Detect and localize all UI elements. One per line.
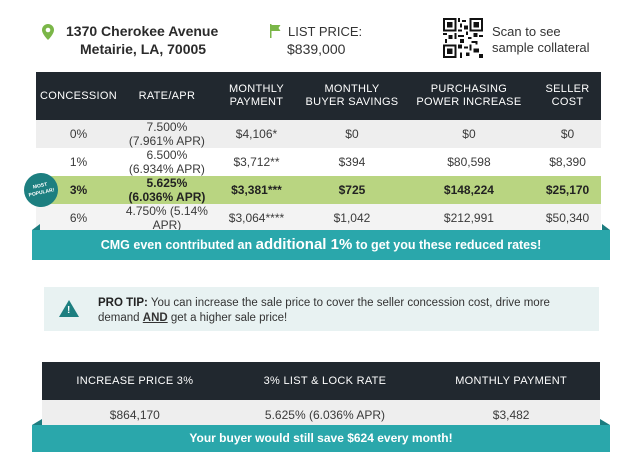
scan-instruction-line-2: sample collateral (492, 40, 590, 55)
address-line-1: 1370 Cherokee Avenue (66, 23, 219, 39)
ribbon-fold-left (32, 419, 42, 425)
table-cell: $0 (403, 120, 535, 148)
location-pin-icon (42, 24, 54, 40)
table-row: 1% 6.500% (6.934% APR) $3,712** $394 $80… (36, 148, 601, 176)
ribbon-fold-right (600, 419, 610, 425)
table-cell: $0 (300, 120, 404, 148)
table-cell: $3,381*** (212, 176, 301, 204)
table-cell: $4,106* (212, 120, 301, 148)
table-row: 6% 4.750% (5.14% APR) $3,064**** $1,042 … (36, 204, 601, 232)
col-header-rate: RATE/APR (120, 72, 213, 120)
table-cell: $725 (300, 176, 404, 204)
table-cell: $864,170 (42, 400, 228, 429)
warning-icon (59, 300, 79, 317)
scan-instruction-line-1: Scan to see (492, 24, 561, 39)
price-increase-table: INCREASE PRICE 3% 3% LIST & LOCK RATE MO… (42, 362, 600, 429)
top-strip (0, 0, 640, 12)
pro-tip-label: PRO TIP: (98, 297, 148, 309)
col-header-concession: CONCESSION (36, 72, 121, 120)
table-cell: $394 (300, 148, 404, 176)
banner-suffix: to get you these reduced rates! (352, 238, 542, 252)
table-row-highlighted: 3% 5.625% (6.036% APR) $3,381*** $725 $1… (36, 176, 601, 204)
col-header-increase-price: INCREASE PRICE 3% (42, 362, 228, 400)
warning-icon-mark: ! (67, 305, 71, 316)
col-header-purchasing-power: PURCHASING POWER INCREASE (403, 72, 535, 120)
address-line-2: Metairie, LA, 70005 (80, 41, 207, 57)
table-cell: 4.750% (5.14% APR) (120, 204, 213, 232)
table-cell: $80,598 (403, 148, 535, 176)
col-header-monthly-payment: MONTHLY PAYMENT (212, 72, 301, 120)
price-tag-icon (270, 24, 281, 38)
pro-tip-body-1: You can increase the sale price to cover… (98, 297, 550, 324)
table-cell: $3,482 (422, 400, 600, 429)
table-cell: 7.500% (7.961% APR) (120, 120, 213, 148)
list-price-value: $839,000 (287, 41, 346, 57)
table-cell: $25,170 (534, 176, 601, 204)
pro-tip-and: AND (142, 312, 168, 324)
table-cell: 0% (36, 120, 121, 148)
list-price-label: LIST PRICE: (288, 24, 363, 39)
table-cell: 5.625% (6.036% APR) (120, 176, 213, 204)
savings-banner: Your buyer would still save $624 every m… (32, 425, 610, 452)
table-cell: 5.625% (6.036% APR) (227, 400, 423, 429)
table-cell: $1,042 (300, 204, 404, 232)
col-header-buyer-savings: MONTHLY BUYER SAVINGS (300, 72, 404, 120)
table-cell: $148,224 (403, 176, 535, 204)
table-row: 0% 7.500% (7.961% APR) $4,106* $0 $0 $0 (36, 120, 601, 148)
table-cell: $212,991 (403, 204, 535, 232)
col-header-seller-cost: SELLER COST (534, 72, 601, 120)
table-row: $864,170 5.625% (6.036% APR) $3,482 (42, 400, 600, 429)
table-cell: $50,340 (534, 204, 601, 232)
table-cell: $3,064**** (212, 204, 301, 232)
pro-tip-box: ! PRO TIP: You can increase the sale pri… (44, 287, 599, 331)
banner-emphasis: additional 1% (255, 236, 353, 253)
qr-code-icon[interactable] (443, 18, 483, 58)
col-header-list-lock-rate: 3% LIST & LOCK RATE (227, 362, 423, 400)
table-cell: 1% (36, 148, 121, 176)
pro-tip-body-2: get a higher sale price! (167, 312, 288, 324)
badge-line-2: POPULAR! (28, 187, 56, 199)
pro-tip-text: PRO TIP: You can increase the sale price… (98, 296, 588, 326)
table-cell: $0 (534, 120, 601, 148)
concession-header-row: CONCESSION RATE/APR MONTHLY PAYMENT MONT… (36, 72, 601, 120)
table-cell: 6% (36, 204, 121, 232)
table-cell: $3,712** (212, 148, 301, 176)
table-cell: $8,390 (534, 148, 601, 176)
price-header-row: INCREASE PRICE 3% 3% LIST & LOCK RATE MO… (42, 362, 600, 400)
contribution-banner: CMG even contributed an additional 1% to… (32, 230, 610, 260)
ribbon-fold-left (32, 224, 40, 230)
col-header-monthly-payment: MONTHLY PAYMENT (422, 362, 600, 400)
concession-table: CONCESSION RATE/APR MONTHLY PAYMENT MONT… (36, 72, 601, 232)
property-header: 1370 Cherokee Avenue Metairie, LA, 70005… (0, 18, 640, 70)
banner-prefix: CMG even contributed an (100, 238, 256, 252)
ribbon-fold-right (602, 224, 610, 230)
table-cell: 6.500% (6.934% APR) (120, 148, 213, 176)
